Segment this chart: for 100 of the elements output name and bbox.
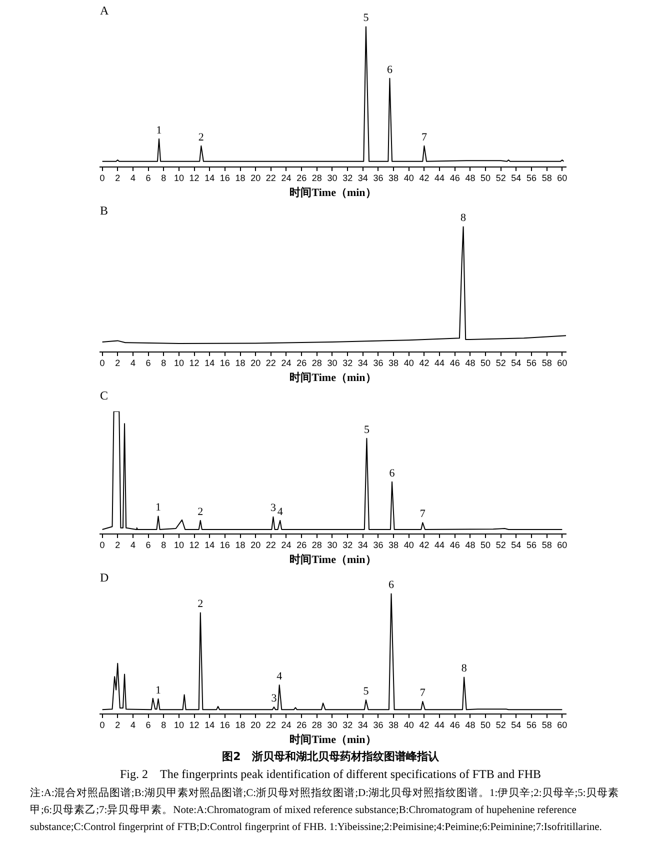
annotation: 1 bbox=[156, 124, 162, 136]
x-tick-label: 40 bbox=[404, 540, 414, 550]
x-tick-label: 18 bbox=[235, 720, 246, 730]
x-tick-label: 10 bbox=[174, 172, 184, 183]
annotation: 2 bbox=[198, 506, 204, 518]
x-tick-label: 16 bbox=[220, 358, 230, 368]
x-tick-label: 38 bbox=[388, 172, 399, 183]
x-tick-label: 60 bbox=[557, 540, 568, 550]
x-tick-label: 36 bbox=[373, 720, 384, 730]
x-tick-label: 44 bbox=[434, 540, 445, 550]
x-tick-label: 46 bbox=[450, 358, 460, 368]
x-tick-label: 4 bbox=[130, 540, 136, 550]
x-tick-label: 28 bbox=[312, 540, 322, 550]
x-tick-label: 48 bbox=[465, 172, 476, 183]
annotation: 8 bbox=[461, 662, 468, 675]
x-tick-label: 0 bbox=[100, 720, 105, 730]
x-tick-label: 40 bbox=[404, 358, 414, 368]
x-tick-label: 28 bbox=[312, 358, 322, 368]
x-tick-label: 40 bbox=[404, 172, 414, 183]
x-tick-label: 10 bbox=[174, 358, 184, 368]
x-tick-label: 48 bbox=[465, 540, 476, 550]
x-tick-label: 54 bbox=[511, 172, 522, 183]
x-tick-label: 54 bbox=[511, 540, 522, 550]
x-tick-label: 18 bbox=[235, 172, 246, 183]
x-tick-label: 8 bbox=[161, 358, 166, 368]
x-tick-label: 12 bbox=[189, 540, 200, 550]
annotation: 6 bbox=[388, 578, 394, 591]
x-tick-label: 22 bbox=[266, 540, 276, 550]
annotation: 8 bbox=[460, 212, 467, 224]
x-tick-label: 32 bbox=[342, 540, 353, 550]
x-tick-label: 14 bbox=[204, 540, 215, 550]
x-tick-label: 4 bbox=[130, 720, 136, 730]
chart-title: A bbox=[100, 3, 109, 18]
x-tick-label: 34 bbox=[358, 540, 368, 550]
x-tick-label: 2 bbox=[115, 540, 120, 550]
x-tick-label: 24 bbox=[281, 540, 292, 550]
x-axis-title: 时间Time（min） bbox=[290, 186, 376, 200]
x-tick-label: 40 bbox=[404, 720, 414, 730]
x-tick-label: 48 bbox=[465, 358, 476, 368]
annotation: 7 bbox=[420, 686, 426, 699]
x-tick-label: 6 bbox=[146, 172, 151, 183]
x-tick-label: 58 bbox=[542, 540, 552, 550]
x-tick-label: 36 bbox=[373, 358, 384, 368]
x-tick-label: 10 bbox=[174, 540, 184, 550]
x-tick-label: 30 bbox=[327, 540, 338, 550]
x-tick-label: 50 bbox=[480, 172, 491, 183]
x-tick-label: 32 bbox=[342, 172, 353, 183]
x-tick-label: 44 bbox=[434, 720, 445, 730]
x-tick-label: 56 bbox=[526, 358, 537, 368]
x-tick-label: 54 bbox=[511, 358, 522, 368]
x-tick-label: 30 bbox=[327, 172, 338, 183]
x-tick-label: 28 bbox=[312, 720, 322, 730]
x-tick-label: 24 bbox=[281, 172, 292, 183]
x-tick-label: 38 bbox=[388, 540, 399, 550]
x-axis-title: 时间Time（min） bbox=[290, 553, 376, 566]
x-tick-label: 6 bbox=[146, 540, 151, 550]
x-tick-label: 52 bbox=[496, 540, 506, 550]
x-tick-label: 2 bbox=[115, 720, 120, 730]
annotation: 7 bbox=[421, 131, 428, 144]
annotation: 3 bbox=[270, 502, 276, 514]
chart-title: B bbox=[100, 203, 108, 218]
x-tick-label: 28 bbox=[312, 172, 322, 183]
x-tick-label: 0 bbox=[100, 540, 105, 550]
x-tick-label: 20 bbox=[250, 172, 261, 183]
annotation: 7 bbox=[420, 508, 426, 520]
x-tick-label: 8 bbox=[161, 172, 166, 183]
x-tick-label: 10 bbox=[174, 720, 184, 730]
x-tick-label: 48 bbox=[465, 720, 476, 730]
annotation: 2 bbox=[198, 598, 204, 610]
x-tick-label: 4 bbox=[130, 172, 136, 183]
annotation: 3 bbox=[271, 692, 278, 704]
x-tick-label: 22 bbox=[266, 358, 276, 368]
x-tick-label: 60 bbox=[557, 358, 568, 368]
x-tick-label: 36 bbox=[373, 172, 384, 183]
x-tick-label: 58 bbox=[542, 172, 552, 183]
annotation: 4 bbox=[276, 670, 283, 682]
x-tick-label: 52 bbox=[496, 358, 506, 368]
x-tick-label: 58 bbox=[542, 720, 552, 730]
x-tick-label: 2 bbox=[115, 172, 120, 183]
x-tick-label: 44 bbox=[434, 172, 445, 183]
x-tick-label: 60 bbox=[557, 172, 568, 183]
annotation: 1 bbox=[156, 684, 161, 696]
x-tick-label: 52 bbox=[496, 720, 506, 730]
x-tick-label: 38 bbox=[388, 358, 399, 368]
x-tick-label: 16 bbox=[220, 720, 230, 730]
x-tick-label: 42 bbox=[419, 172, 430, 183]
x-tick-label: 26 bbox=[296, 358, 307, 368]
x-tick-label: 50 bbox=[480, 720, 491, 730]
x-tick-label: 12 bbox=[189, 172, 200, 183]
x-tick-label: 26 bbox=[296, 172, 307, 183]
annotation: 6 bbox=[386, 64, 393, 76]
annotation: 5 bbox=[363, 12, 370, 24]
x-tick-label: 16 bbox=[220, 540, 230, 550]
x-tick-label: 12 bbox=[189, 720, 200, 730]
x-tick-label: 14 bbox=[204, 720, 215, 730]
x-tick-label: 18 bbox=[235, 358, 246, 368]
x-tick-label: 34 bbox=[358, 358, 368, 368]
x-tick-label: 6 bbox=[146, 720, 151, 730]
x-tick-label: 26 bbox=[296, 720, 307, 730]
caption: Fig. 2 The fingerprints peak identification of different specifications of FTB and FHB bbox=[118, 766, 542, 783]
